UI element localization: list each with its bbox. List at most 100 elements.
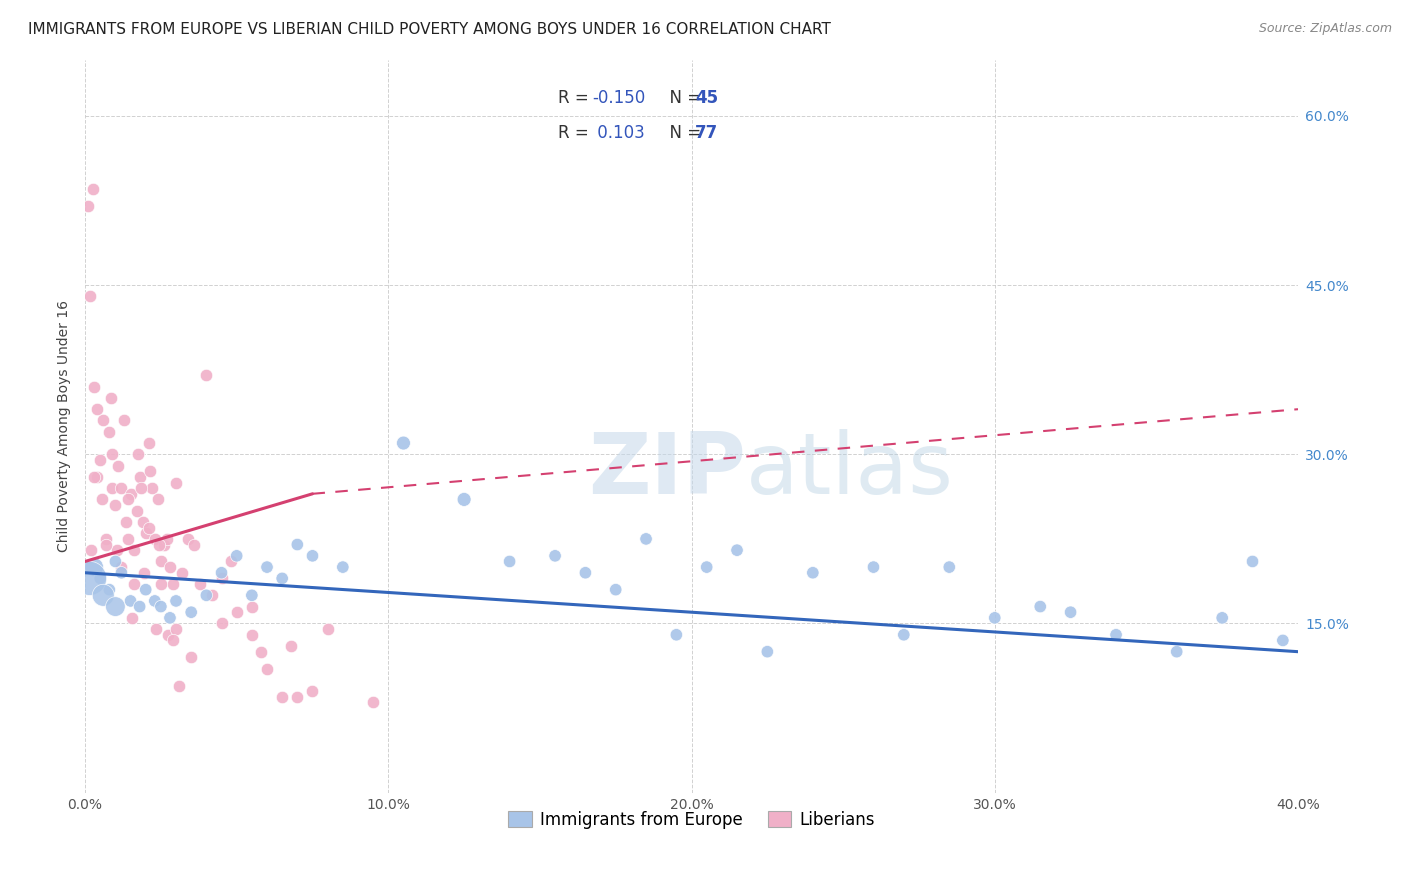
- Point: [250, 645, 273, 659]
- Point: [79, 289, 101, 303]
- Point: [117, 532, 139, 546]
- Point: [110, 481, 132, 495]
- Text: atlas: atlas: [747, 429, 955, 512]
- Point: [211, 571, 233, 585]
- Point: [605, 582, 627, 597]
- Point: [100, 391, 122, 405]
- Point: [316, 622, 339, 636]
- Point: [162, 577, 184, 591]
- Point: [544, 549, 567, 563]
- Point: [138, 521, 160, 535]
- Point: [115, 515, 138, 529]
- Point: [256, 662, 278, 676]
- Point: [145, 622, 167, 636]
- Point: [285, 537, 308, 551]
- Point: [149, 599, 172, 614]
- Point: [1241, 554, 1264, 568]
- Point: [165, 594, 187, 608]
- Point: [167, 679, 190, 693]
- Point: [361, 695, 384, 709]
- Point: [159, 611, 181, 625]
- Point: [121, 611, 143, 625]
- Point: [240, 588, 263, 602]
- Point: [180, 605, 202, 619]
- Point: [101, 481, 124, 495]
- Point: [86, 470, 108, 484]
- Point: [1271, 633, 1294, 648]
- Point: [498, 554, 520, 568]
- Point: [1029, 599, 1052, 614]
- Text: Source: ZipAtlas.com: Source: ZipAtlas.com: [1258, 22, 1392, 36]
- Point: [89, 453, 111, 467]
- Point: [141, 481, 163, 495]
- Point: [134, 566, 156, 580]
- Point: [301, 684, 323, 698]
- Point: [172, 566, 194, 580]
- Point: [280, 639, 302, 653]
- Point: [83, 560, 105, 574]
- Point: [146, 492, 169, 507]
- Point: [156, 532, 179, 546]
- Point: [128, 599, 150, 614]
- Text: 77: 77: [695, 124, 718, 142]
- Point: [114, 413, 136, 427]
- Point: [89, 571, 111, 585]
- Point: [165, 475, 187, 490]
- Point: [574, 566, 596, 580]
- Point: [453, 492, 475, 507]
- Point: [1211, 611, 1233, 625]
- Point: [183, 537, 205, 551]
- Point: [77, 199, 100, 213]
- Point: [96, 537, 118, 551]
- Point: [128, 470, 150, 484]
- Point: [96, 532, 118, 546]
- Text: ZIP: ZIP: [589, 429, 747, 512]
- Text: R =: R =: [558, 124, 595, 142]
- Point: [82, 182, 104, 196]
- Point: [157, 628, 180, 642]
- Point: [180, 650, 202, 665]
- Point: [634, 532, 657, 546]
- Point: [149, 577, 172, 591]
- Point: [110, 566, 132, 580]
- Point: [725, 543, 748, 558]
- Point: [120, 594, 142, 608]
- Point: [110, 560, 132, 574]
- Point: [139, 464, 162, 478]
- Point: [80, 543, 103, 558]
- Point: [271, 571, 294, 585]
- Point: [696, 560, 718, 574]
- Point: [122, 577, 145, 591]
- Text: R =: R =: [558, 88, 595, 107]
- Point: [135, 526, 157, 541]
- Point: [240, 599, 263, 614]
- Point: [893, 628, 915, 642]
- Y-axis label: Child Poverty Among Boys Under 16: Child Poverty Among Boys Under 16: [58, 300, 72, 552]
- Point: [83, 379, 105, 393]
- Point: [104, 554, 127, 568]
- Point: [756, 645, 779, 659]
- Point: [211, 566, 233, 580]
- Point: [120, 487, 142, 501]
- Point: [1059, 605, 1081, 619]
- Point: [862, 560, 884, 574]
- Point: [105, 543, 128, 558]
- Point: [301, 549, 323, 563]
- Point: [129, 481, 152, 495]
- Point: [125, 504, 148, 518]
- Point: [162, 633, 184, 648]
- Text: N =: N =: [659, 124, 706, 142]
- Point: [138, 436, 160, 450]
- Point: [86, 402, 108, 417]
- Point: [938, 560, 960, 574]
- Point: [135, 582, 157, 597]
- Point: [101, 447, 124, 461]
- Point: [1166, 645, 1188, 659]
- Point: [91, 413, 114, 427]
- Point: [225, 605, 247, 619]
- Point: [79, 571, 101, 585]
- Point: [195, 368, 218, 383]
- Point: [665, 628, 688, 642]
- Point: [104, 498, 127, 512]
- Point: [392, 436, 415, 450]
